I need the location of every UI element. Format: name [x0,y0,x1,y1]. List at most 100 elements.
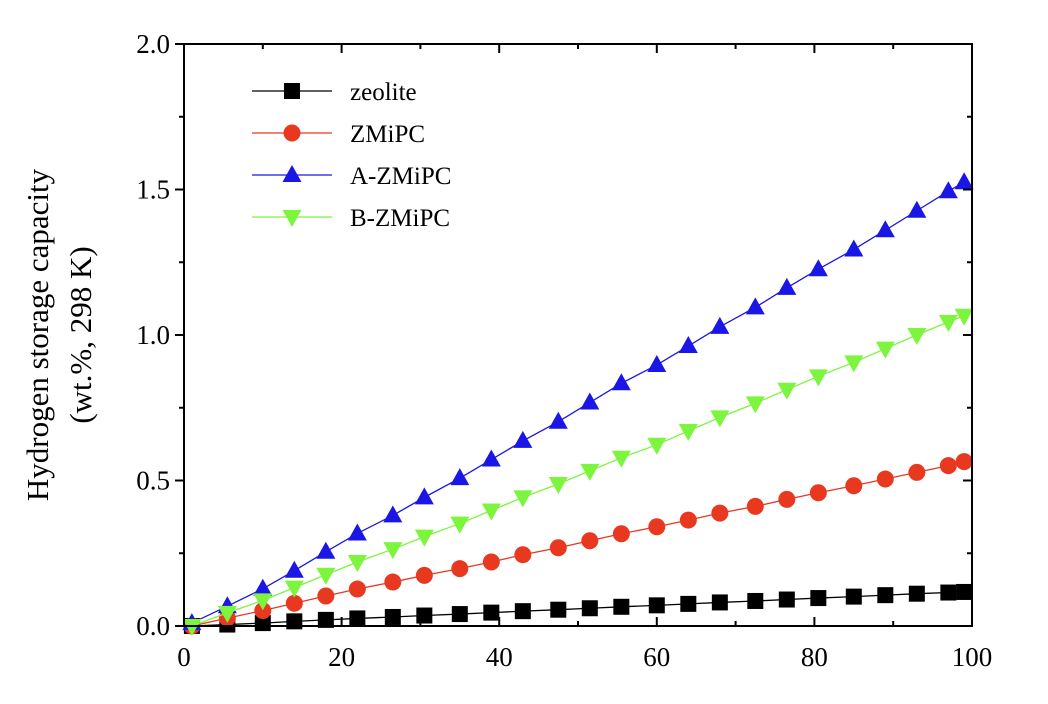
legend-label: zeolite [350,79,417,106]
y-axis-label-line2: (wt.%, 298 K) [63,246,98,423]
y-tick-label: 1.5 [136,175,170,205]
legend: zeolite ZMiPC A-ZMiPC B-ZMiPC [252,79,451,232]
data-point [746,497,764,515]
data-point [254,602,272,620]
data-point [877,587,894,604]
data-point [317,611,334,628]
series-layer [182,172,974,636]
plot-frame [183,43,973,627]
data-point [612,525,630,543]
data-point [745,297,765,315]
data-point [414,529,434,547]
data-point [317,587,335,605]
data-point [349,610,366,627]
data-point [955,453,973,471]
legend-marker [283,124,301,142]
data-point [844,355,864,373]
data-point [678,336,698,354]
data-point [956,583,973,600]
data-point [845,477,863,495]
data-point [450,516,470,534]
data-point [450,468,470,486]
data-point [611,373,631,391]
x-tick-label: 0 [177,642,191,672]
series-line [191,181,965,624]
data-point [711,594,728,611]
data-point [648,597,665,614]
data-point [648,518,666,536]
x-tick-label: 40 [486,642,513,672]
data-point [777,382,797,400]
data-point [549,539,567,557]
legend-label: ZMiPC [350,121,425,148]
series-b-zmipc [182,308,974,636]
series-zmipc [183,453,973,635]
data-point [875,220,895,238]
x-tick-label: 20 [328,642,355,672]
legend-item-a-zmipc: A-ZMiPC [252,163,451,190]
legend-label: B-ZMiPC [350,205,450,232]
data-point [284,560,304,578]
series-a-zmipc [182,172,974,631]
data-point [550,601,567,618]
data-point [778,591,795,608]
data-point [845,588,862,605]
data-point [908,585,925,602]
data-point [939,457,957,475]
data-point [548,411,568,429]
data-point [581,600,598,617]
data-point [284,580,304,598]
ticks-layer: 0 20 40 60 80 100 0.0 0.5 1.0 1.5 2.0 [136,29,992,672]
data-point [876,470,894,488]
data-point [647,437,667,455]
data-point [647,354,667,372]
data-point [611,450,631,468]
data-point [253,593,273,611]
data-point [414,487,434,505]
data-point [416,607,433,624]
y-tick-label: 0.5 [136,466,170,496]
data-point [483,604,500,621]
data-point [908,463,926,481]
legend-marker [284,83,300,99]
data-point [182,619,202,636]
data-point [810,590,827,607]
legend-item-zmipc: ZMiPC [252,121,425,148]
data-point [514,546,532,564]
data-point [954,308,974,326]
y-axis-label-line1: Hydrogen storage capacity [20,168,55,501]
data-point [907,200,927,218]
data-point [808,369,828,387]
series-zeolite [183,583,973,634]
legend-marker [282,210,302,227]
data-point [451,606,468,623]
data-point [383,505,403,523]
data-point [711,504,729,522]
data-point [678,424,698,442]
data-point [938,181,958,199]
legend-marker [282,165,302,182]
data-point [613,598,630,615]
data-point [581,532,599,550]
x-tick-label: 60 [643,642,670,672]
data-point [777,277,797,295]
data-point [481,503,501,521]
data-point [217,605,237,623]
data-point [875,341,895,359]
data-point [347,523,367,541]
data-point [347,554,367,572]
data-point [316,541,336,559]
data-point [745,396,765,414]
data-point [710,316,730,334]
data-point [482,553,500,571]
data-point [679,511,697,529]
data-point [383,542,403,560]
data-point [907,328,927,345]
data-point [747,592,764,609]
data-point [384,608,401,625]
x-tick-label: 80 [801,642,828,672]
data-point [415,566,433,584]
data-point [253,578,273,596]
data-point [451,560,469,578]
data-point [513,490,533,508]
